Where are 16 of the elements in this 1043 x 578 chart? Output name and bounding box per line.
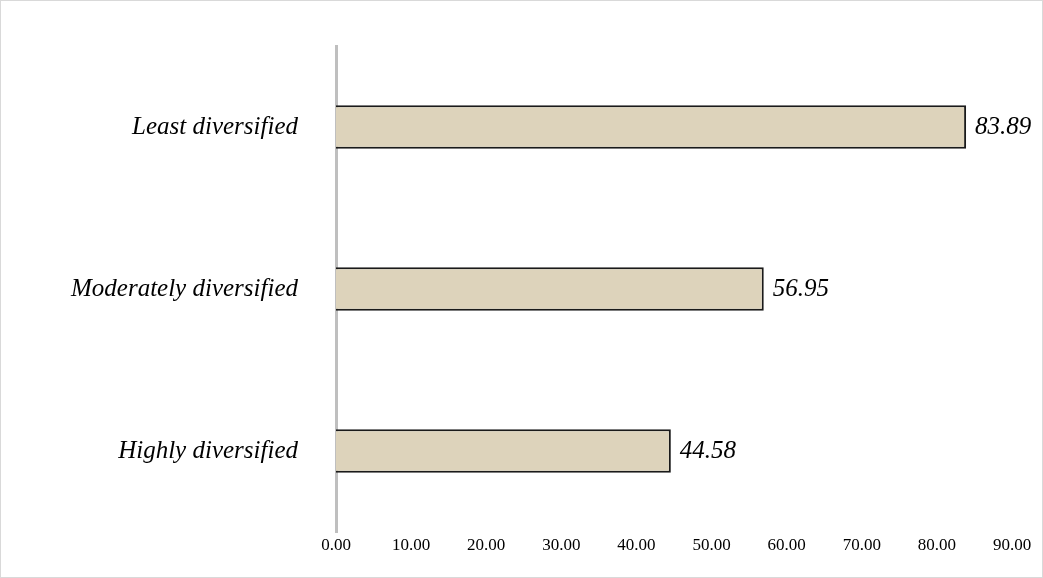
x-tick-label: 0.00 — [321, 534, 351, 554]
x-tick-label: 70.00 — [842, 534, 881, 554]
x-tick-label: 20.00 — [467, 534, 506, 554]
data-label: 44.58 — [679, 435, 737, 463]
x-tick-label: 30.00 — [542, 534, 581, 554]
y-tick-label: Least diversified — [131, 111, 299, 139]
x-tick-label: 90.00 — [992, 534, 1032, 554]
x-tick-label: 40.00 — [617, 534, 656, 554]
data-label: 56.95 — [772, 273, 830, 301]
x-tick-label: 10.00 — [391, 534, 431, 554]
x-tick-label: 60.00 — [767, 534, 806, 554]
x-tick-label: 80.00 — [917, 534, 957, 554]
y-tick-label: Highly diversified — [117, 435, 299, 463]
data-label: 83.89 — [975, 111, 1032, 139]
y-tick-label: Moderately diversified — [69, 273, 299, 301]
x-tick-label: 50.00 — [692, 534, 731, 554]
